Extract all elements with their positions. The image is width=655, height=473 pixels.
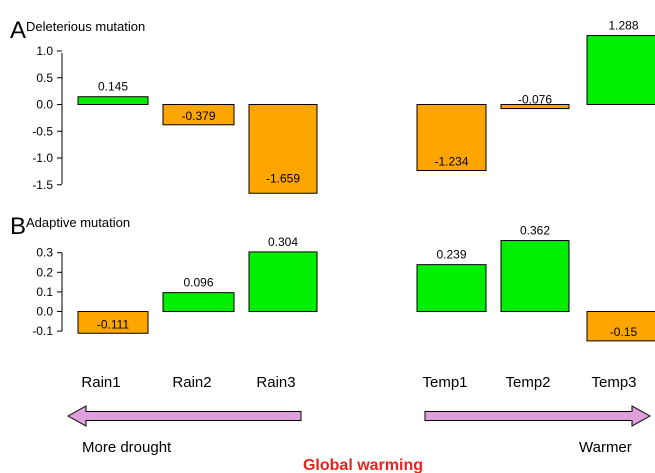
panel-b-y-tick-label: -0.1 [32,324,53,338]
panel-a-title: Deleterious mutation [26,19,145,34]
panel-a-value-label-rain1: 0.145 [98,80,128,94]
panel-b-y-tick-label: 0.3 [36,246,53,260]
panel-b-value-label-rain1: -0.111 [97,317,130,331]
panel-a-value-label-temp1: -1.234 [434,155,468,169]
global-warming-label: Global warming [303,457,423,473]
panel-a-bar-rain2 [162,104,235,126]
panel-b-value-label-temp2: 0.362 [520,224,550,238]
x-label-rain3: Rain3 [256,374,295,391]
panel-b-y-ticks: 0.3 0.2 0.1 0.0 -0.1 [32,246,62,338]
panel-a-y-tick-label: 0.0 [36,98,53,112]
panel-b-bar-temp1 [416,264,487,313]
panel-b-value-label-temp1: 0.239 [436,248,466,262]
panel-b-bar-rain2 [162,292,235,312]
panel-b-value-label-temp3: -0.15 [610,325,638,339]
panel-b-value-label-rain3: 0.304 [268,235,298,249]
warmer-arrow [424,405,652,427]
panel-a-bar-temp2 [500,104,570,110]
panel-b-value-label-rain2: 0.096 [183,276,213,290]
panel-b-title: Adaptive mutation [26,215,130,230]
panel-b-y-tick-label: 0.0 [36,305,53,319]
panel-a-y-tick-label: -1.5 [32,178,53,192]
panel-a-y-ticks: 1.0 0.5 0.0 -0.5 -1.0 -1.5 [32,44,62,192]
drought-arrow [66,405,302,427]
panel-a-value-label-temp3: 1.288 [608,19,638,33]
warmer-label: Warmer [579,439,632,456]
panel-b-bar-rain3 [248,251,318,312]
panel-a-bar-rain1 [77,96,149,105]
panel-a-y-tick-label: 0.5 [36,71,53,85]
panel-a-y-tick-label: 1.0 [36,44,53,58]
panel-a-bar-temp3 [586,35,655,105]
panel-a-bar-temp1 [416,104,487,172]
panel-a-y-tick-label: -0.5 [32,124,53,138]
x-label-temp2: Temp2 [505,374,550,391]
x-label-temp1: Temp1 [422,374,467,391]
panel-a-bars: 0.145 -0.379 -1.659 -1.234 -0.076 1.288 [77,19,655,194]
more-drought-label: More drought [82,439,172,456]
panel-a: A Deleterious mutation 1.0 0.5 0.0 -0.5 -1.0… [10,17,655,194]
panel-a-value-label-rain2: -0.379 [181,109,215,123]
panel-b-letter: B [10,213,26,240]
panel-a-value-label-rain3: -1.659 [266,171,300,185]
panel-a-letter: A [10,17,26,44]
panel-a-bar-rain3 [248,104,318,194]
panel-b-bar-temp2 [500,240,570,313]
panel-a-y-tick-label: -1.0 [32,151,53,165]
panel-a-value-label-temp2: -0.076 [518,93,552,107]
drought-arrow-shape [66,405,302,427]
x-label-temp3: Temp3 [591,374,636,391]
x-category-labels: Rain1 Rain2 Rain3 Temp1 Temp2 Temp3 [81,374,636,391]
panel-b-y-tick-label: 0.2 [36,265,53,279]
panel-b-bar-temp3 [586,311,655,342]
warmer-arrow-shape [424,405,652,427]
panel-b: B Adaptive mutation 0.3 0.2 0.1 0.0 -0.1 -0.… [10,213,655,342]
panel-b-bars: -0.111 0.096 0.304 0.239 0.362 -0.15 [77,224,655,342]
x-label-rain1: Rain1 [81,374,120,391]
panel-b-bar-rain1 [77,311,149,334]
panel-b-y-tick-label: 0.1 [36,285,53,299]
x-label-rain2: Rain2 [172,374,211,391]
